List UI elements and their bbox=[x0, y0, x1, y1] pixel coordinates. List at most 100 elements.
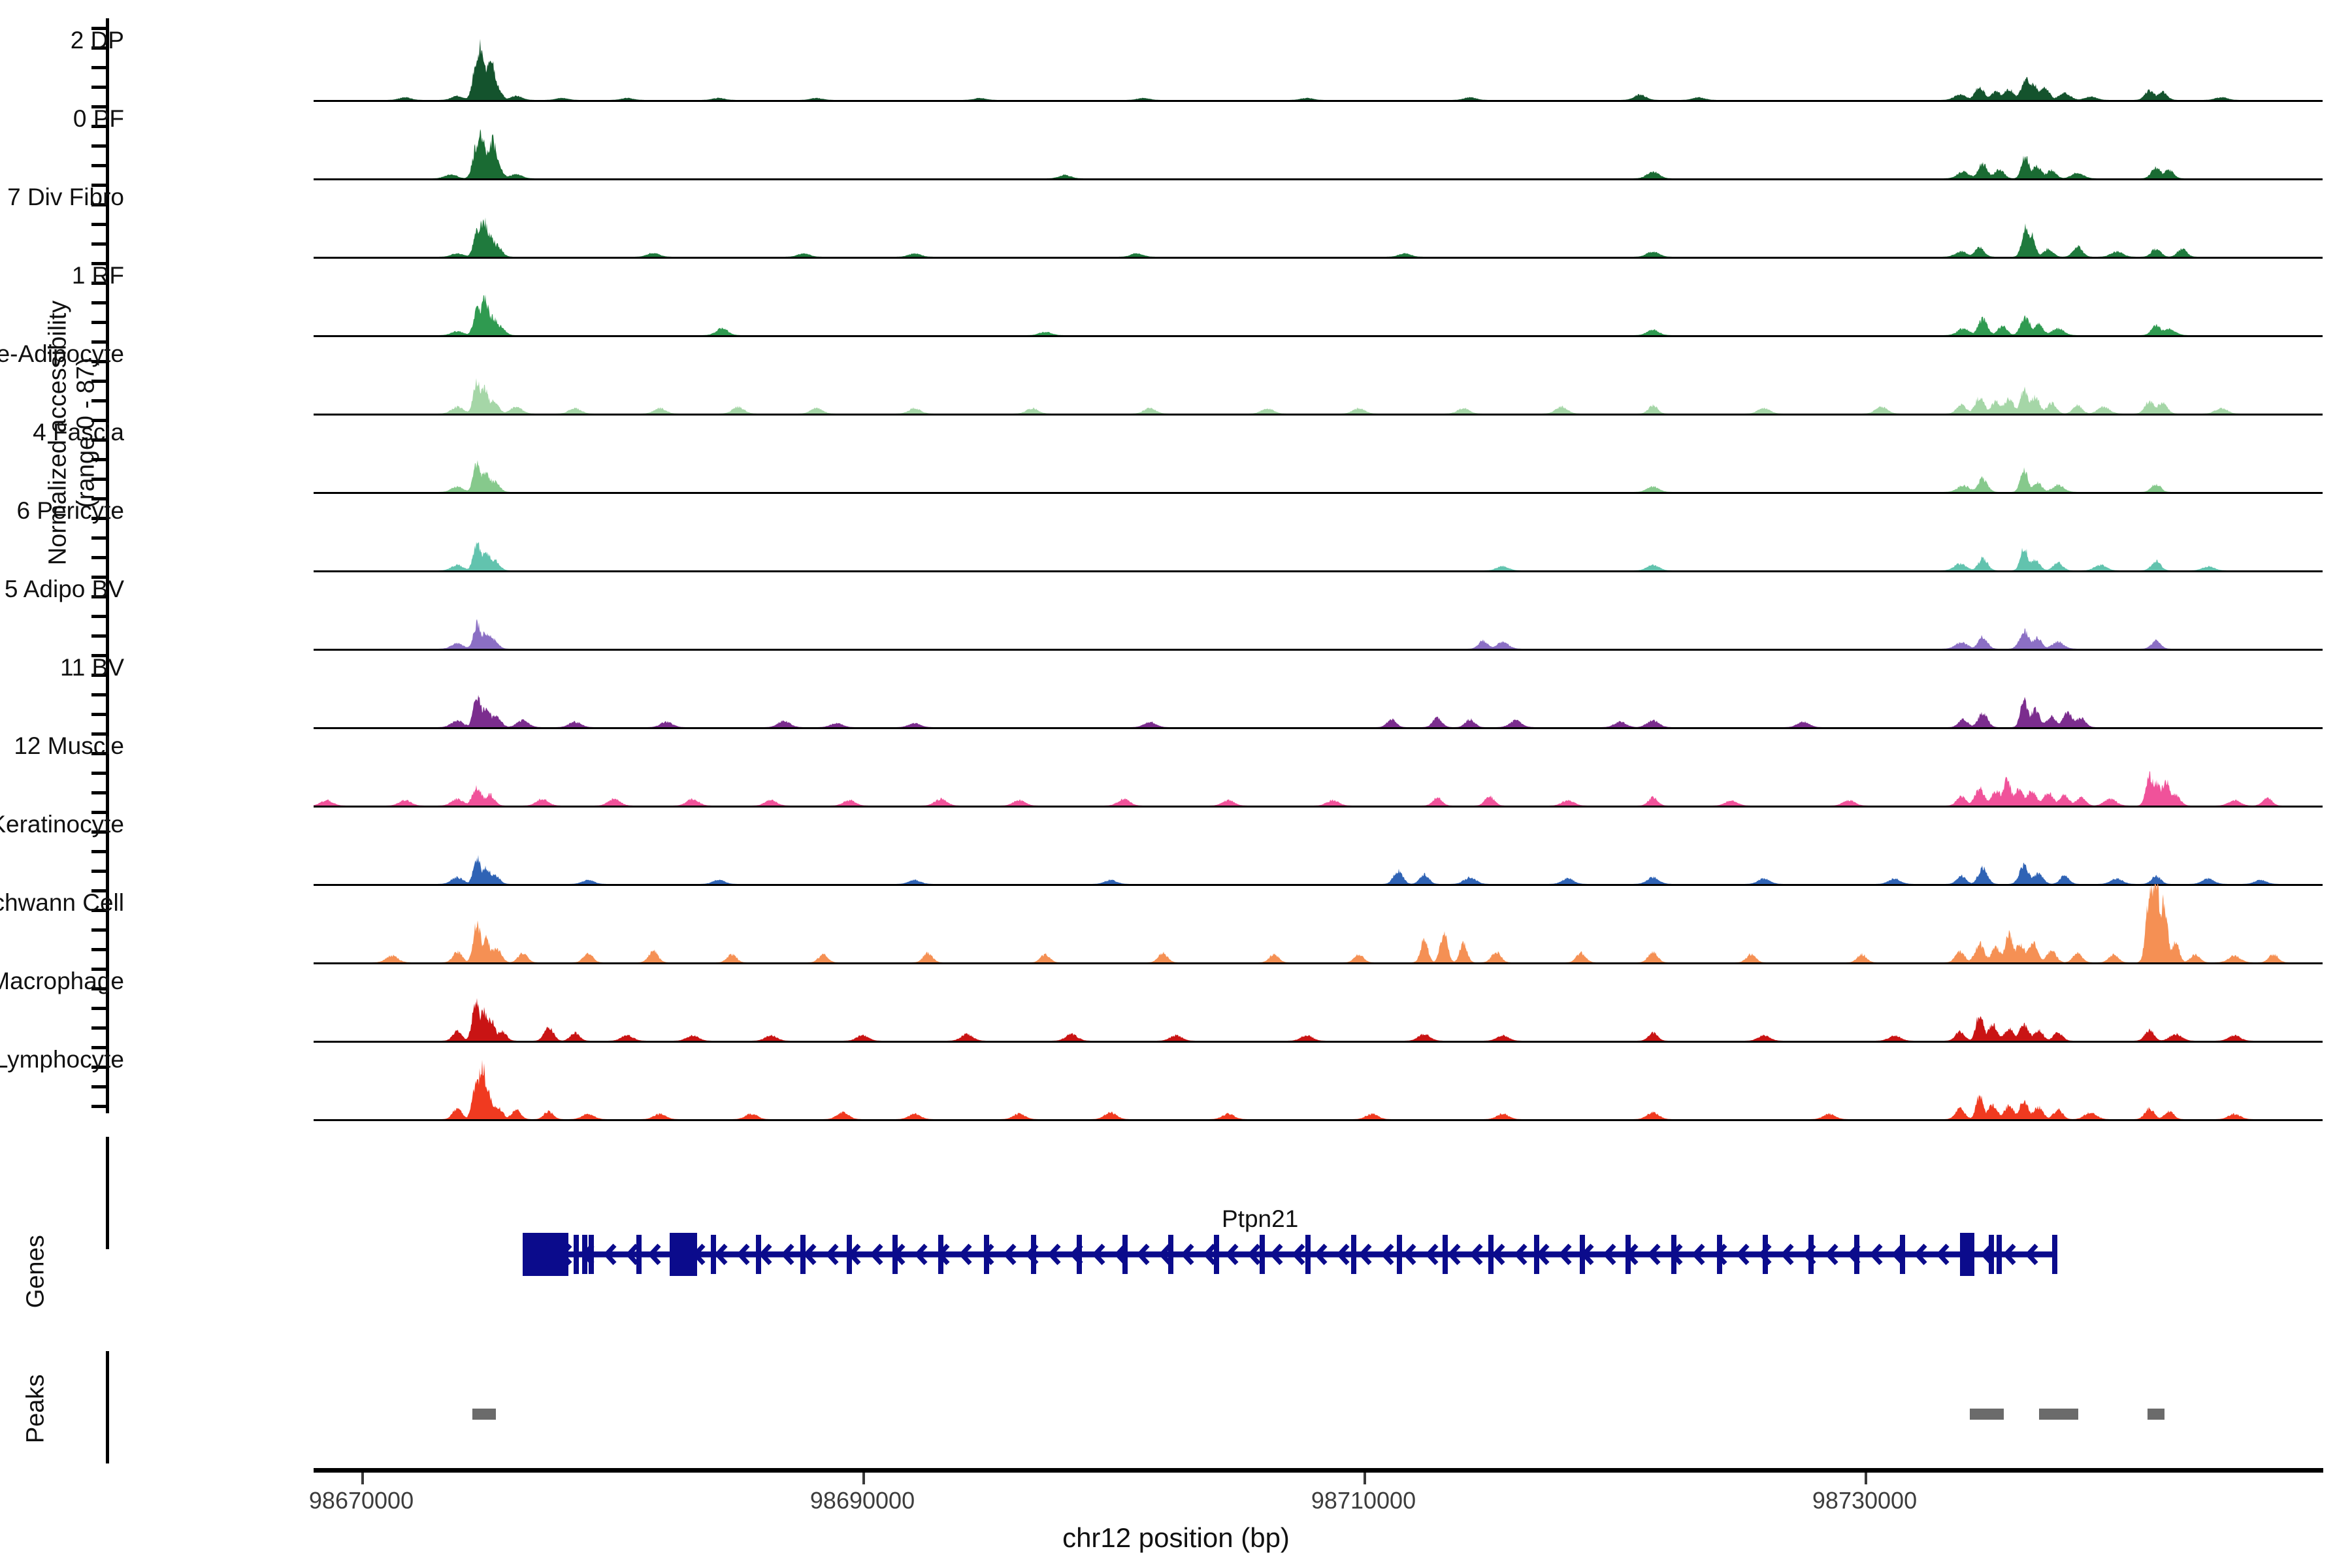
axis-tick bbox=[91, 909, 106, 912]
axis-tick bbox=[91, 1007, 106, 1010]
axis-tick bbox=[91, 380, 106, 383]
x-axis-tick bbox=[361, 1473, 364, 1484]
coverage-profile-2-dp bbox=[314, 39, 2322, 100]
track-label-12-muscle: 12 Muscle bbox=[14, 732, 124, 759]
axis-tick bbox=[91, 1026, 106, 1030]
coverage-profile-5-adipo-bv bbox=[314, 619, 2322, 649]
coverage-profile-6-pericyte bbox=[314, 542, 2322, 570]
axis-tick bbox=[91, 301, 106, 304]
coverage-profile-12-muscle bbox=[314, 771, 2322, 806]
track-label-0-pf: 0 PF bbox=[73, 105, 124, 132]
axis-tick bbox=[91, 399, 106, 402]
track-baseline bbox=[314, 492, 2323, 494]
coverage-profile-4-fascia bbox=[314, 460, 2322, 492]
track-label-9-macrophage: 9 Macrophage bbox=[0, 968, 124, 994]
axis-tick bbox=[91, 1105, 106, 1108]
coverage-tracks-panel: 2 DP 0 PF 7 Div Fibro 1 RF 10 Pre-Adipocyte 4… bbox=[0, 27, 2323, 1121]
track-baseline bbox=[314, 1119, 2323, 1121]
x-axis-tick bbox=[862, 1473, 865, 1484]
axis-tick bbox=[91, 634, 106, 638]
axis-tick bbox=[91, 478, 106, 481]
track-label-4-fascia: 4 Fascia bbox=[33, 419, 124, 446]
axis-tick bbox=[91, 184, 106, 187]
peak-region bbox=[2148, 1409, 2164, 1420]
track-label-11-bv: 11 BV bbox=[59, 654, 124, 681]
axis-tick bbox=[91, 203, 106, 206]
track-baseline bbox=[314, 727, 2323, 729]
coverage-profile-11-bv bbox=[314, 694, 2322, 727]
track-label-5-adipo-bv: 5 Adipo BV bbox=[4, 576, 124, 602]
axis-tick bbox=[91, 870, 106, 873]
peaks-axis-spine bbox=[106, 1351, 109, 1463]
axis-tick bbox=[91, 693, 106, 696]
axis-tick bbox=[91, 850, 106, 853]
track-label-8-schwann-cell: 8 Schwann Cell bbox=[0, 889, 124, 916]
axis-tick bbox=[91, 948, 106, 951]
axis-tick bbox=[91, 223, 106, 226]
axis-tick bbox=[91, 125, 106, 128]
axis-tick bbox=[91, 987, 106, 990]
axis-tick bbox=[91, 144, 106, 148]
track-baseline bbox=[314, 178, 2323, 180]
axis-tick bbox=[91, 830, 106, 834]
axis-tick bbox=[91, 654, 106, 657]
genes-axis-spine bbox=[106, 1137, 109, 1249]
track-label-13-lymphocyte: 13 Lymphocyte bbox=[0, 1046, 124, 1073]
track-baseline bbox=[314, 649, 2323, 651]
axis-tick bbox=[91, 419, 106, 422]
axis-tick bbox=[91, 1085, 106, 1088]
axis-tick bbox=[91, 576, 106, 579]
axis-tick bbox=[91, 889, 106, 892]
peak-region bbox=[2039, 1409, 2078, 1420]
track-label-1-rf: 1 RF bbox=[71, 262, 124, 289]
axis-tick bbox=[91, 811, 106, 814]
axis-tick bbox=[91, 458, 106, 461]
axis-tick bbox=[91, 66, 106, 69]
axis-tick bbox=[91, 164, 106, 167]
x-axis-tick-label: 98670000 bbox=[308, 1487, 414, 1514]
axis-tick bbox=[91, 536, 106, 540]
x-axis-title: chr12 position (bp) bbox=[1062, 1522, 1290, 1553]
axis-tick bbox=[91, 752, 106, 755]
gene-model-ptpn21[interactable] bbox=[0, 1228, 2352, 1284]
x-axis-tick-label: 98730000 bbox=[1812, 1487, 1918, 1514]
x-axis-tick bbox=[1865, 1473, 1867, 1484]
coverage-profile-7-div-fibro bbox=[314, 217, 2322, 257]
coverage-profile-0-pf bbox=[314, 129, 2322, 178]
axis-tick bbox=[91, 928, 106, 932]
track-baseline bbox=[314, 570, 2323, 572]
gene-label-ptpn21: Ptpn21 bbox=[1222, 1205, 1299, 1232]
axis-tick bbox=[91, 674, 106, 677]
track-baseline bbox=[314, 806, 2323, 808]
axis-tick bbox=[91, 438, 106, 442]
x-axis-line bbox=[314, 1468, 2323, 1473]
coverage-profile-3-keratinocyte bbox=[314, 855, 2322, 884]
axis-tick bbox=[91, 27, 106, 30]
track-label-3-keratinocyte: 3 Keratinocyte bbox=[0, 811, 124, 838]
track-baseline bbox=[314, 100, 2323, 102]
axis-tick bbox=[91, 791, 106, 794]
coverage-profile-10-pre-adipocyte bbox=[314, 378, 2322, 414]
coverage-profile-1-rf bbox=[314, 294, 2322, 335]
track-baseline bbox=[314, 1041, 2323, 1043]
x-axis-tick-label: 98690000 bbox=[809, 1487, 915, 1514]
axis-tick bbox=[91, 968, 106, 971]
x-axis-tick bbox=[1364, 1473, 1366, 1484]
axis-tick bbox=[91, 517, 106, 520]
axis-tick bbox=[91, 772, 106, 775]
axis-tick bbox=[91, 1066, 106, 1069]
axis-tick bbox=[91, 262, 106, 265]
axis-tick bbox=[91, 242, 106, 246]
track-label-2-dp: 2 DP bbox=[70, 27, 124, 54]
axis-tick bbox=[91, 360, 106, 363]
track-label-6-pericyte: 6 Pericyte bbox=[16, 497, 124, 524]
axis-tick bbox=[91, 615, 106, 618]
axis-tick bbox=[91, 46, 106, 50]
track-label-7-div-fibro: 7 Div Fibro bbox=[7, 184, 124, 210]
coverage-profile-9-macrophage bbox=[314, 998, 2322, 1041]
peak-region bbox=[472, 1409, 496, 1420]
axis-tick bbox=[91, 1046, 106, 1049]
track-baseline bbox=[314, 335, 2323, 337]
axis-tick bbox=[91, 105, 106, 108]
